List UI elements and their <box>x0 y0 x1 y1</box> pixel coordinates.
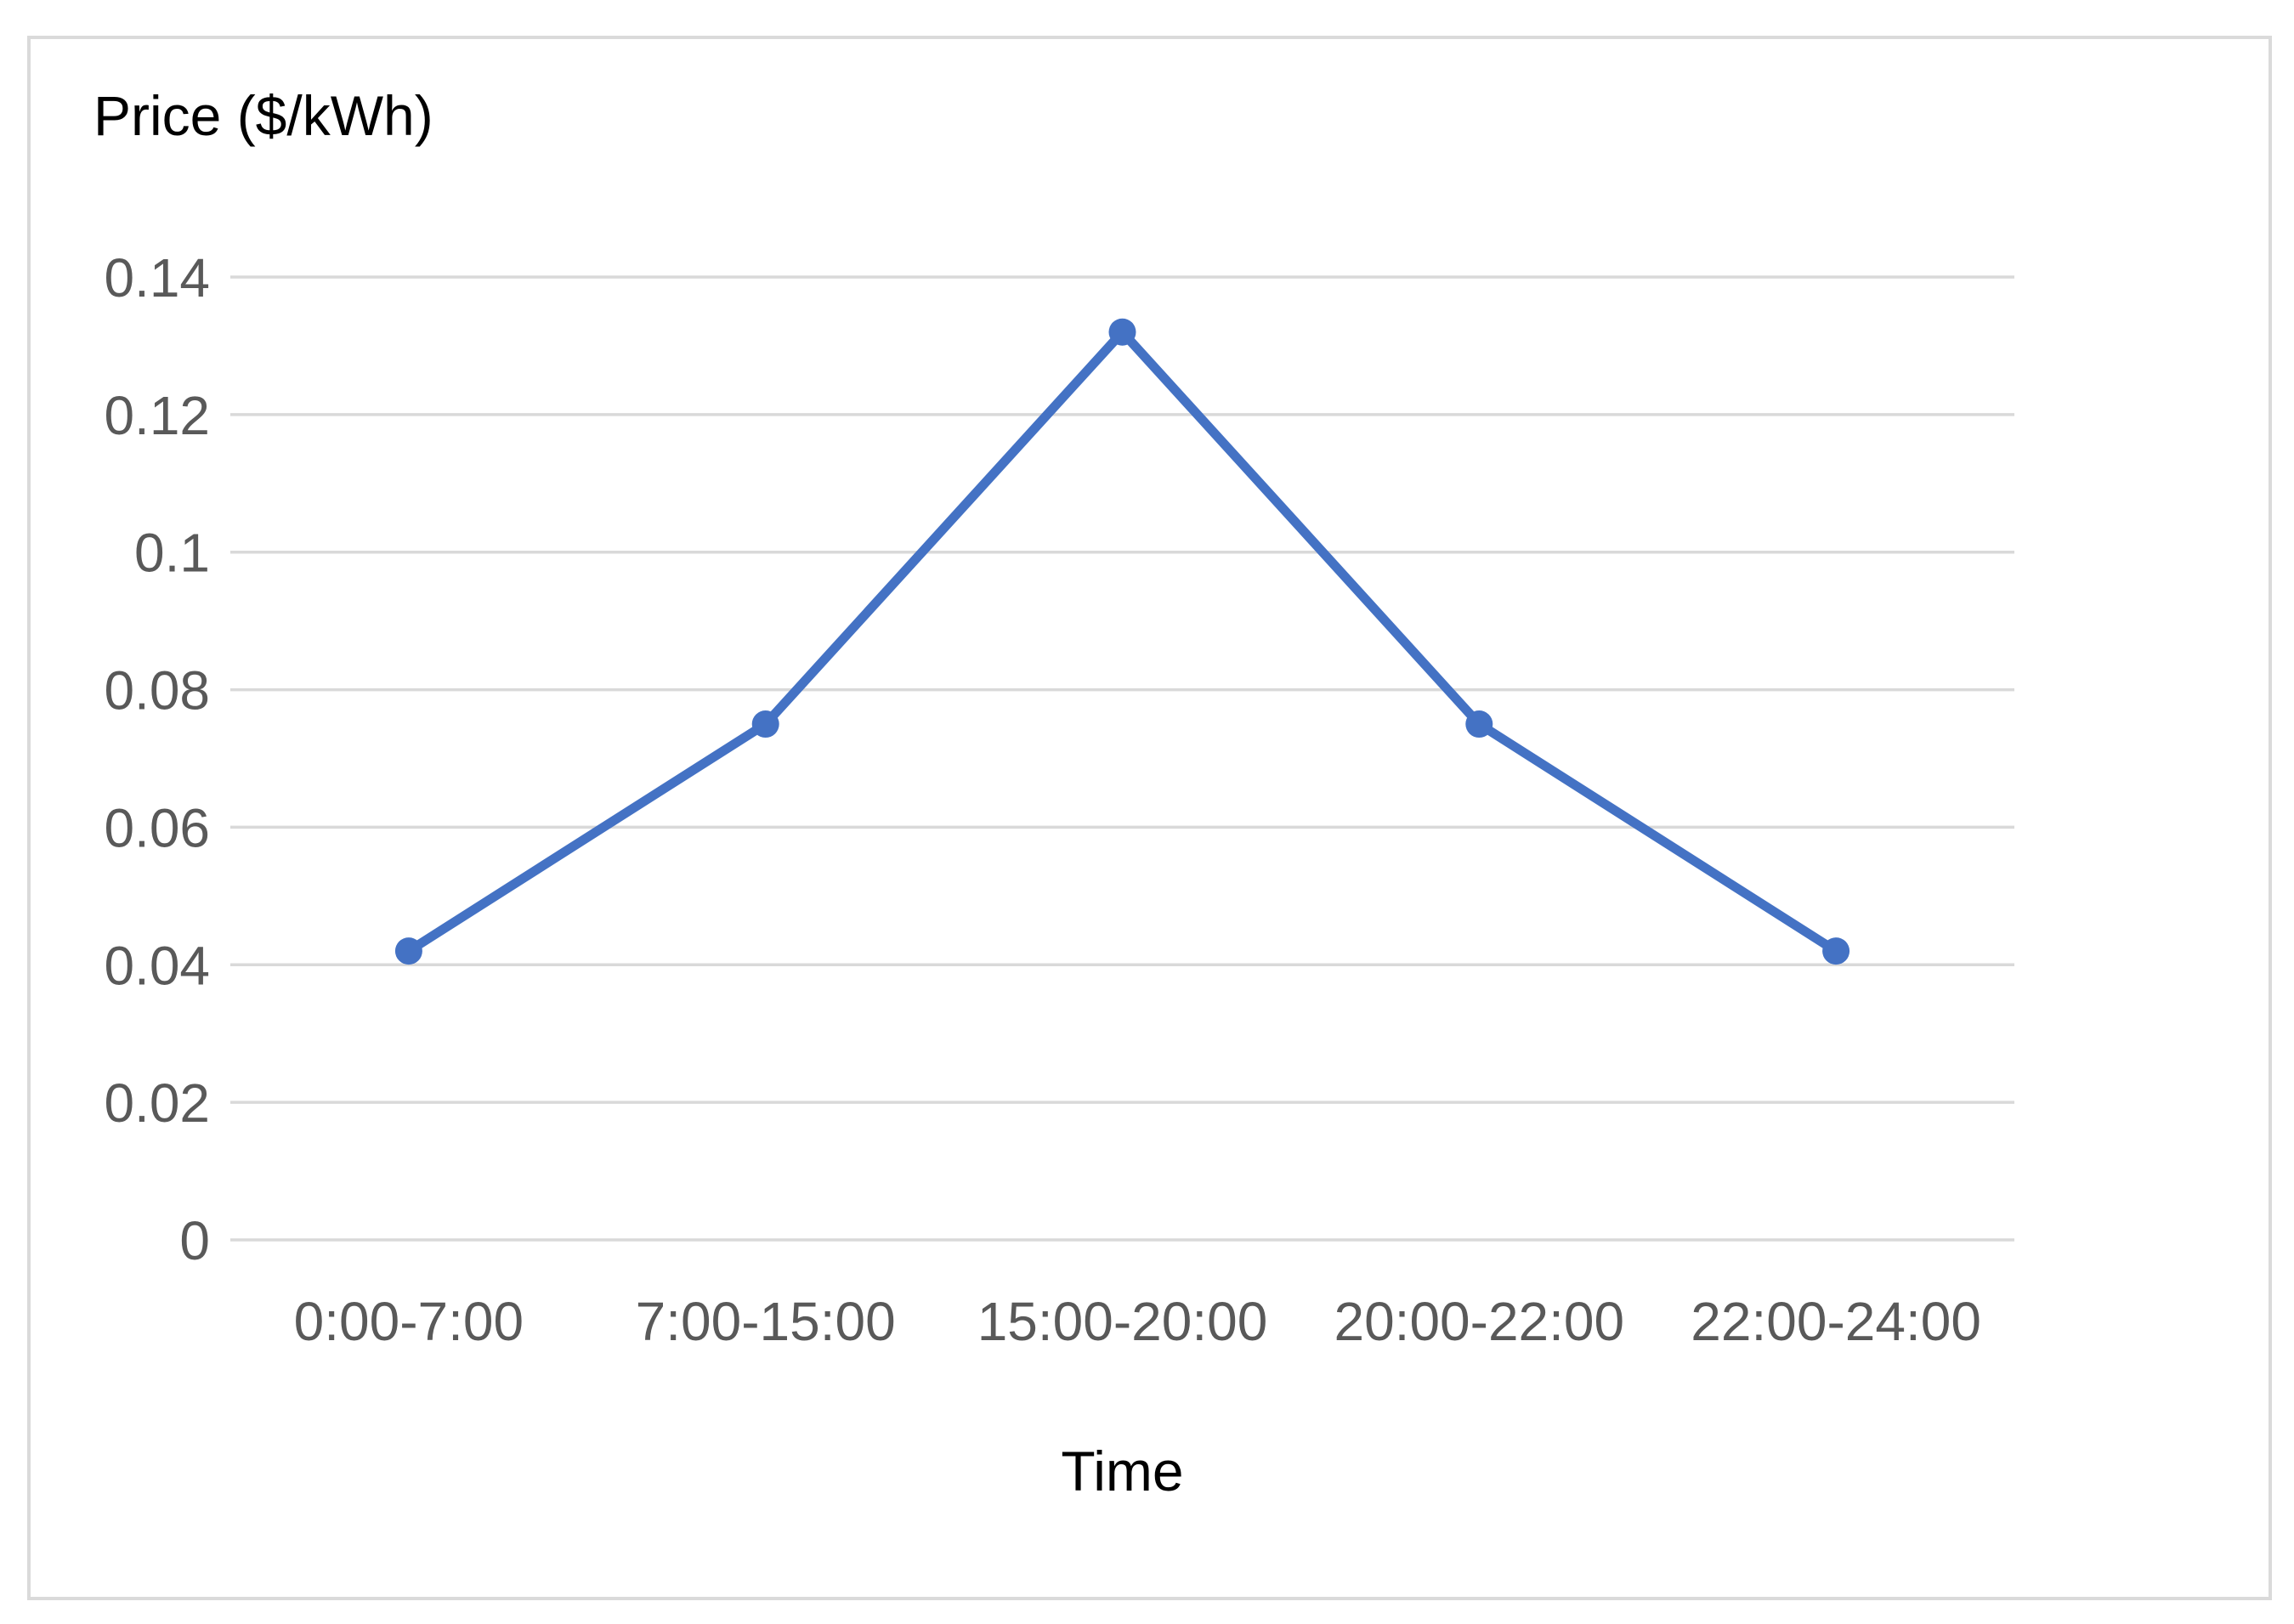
y-axis-tick-label: 0.14 <box>104 247 210 308</box>
y-axis-tick-label: 0.1 <box>134 523 210 584</box>
y-axis-tick-label: 0.08 <box>104 660 210 721</box>
chart-title: Price ($/kWh) <box>93 84 433 147</box>
data-point-marker <box>1822 937 1850 965</box>
y-axis-tick-label: 0.12 <box>104 385 210 446</box>
x-axis-tick-label: 20:00-22:00 <box>1334 1291 1624 1352</box>
x-axis-title: Time <box>1061 1440 1184 1502</box>
y-axis-tick-label: 0.02 <box>104 1072 210 1134</box>
x-axis-tick-label: 7:00-15:00 <box>636 1291 896 1352</box>
x-axis-tick-label: 22:00-24:00 <box>1691 1291 1981 1352</box>
chart-frame <box>27 36 2272 1600</box>
data-point-marker <box>1465 710 1493 738</box>
x-axis-tick-label: 0:00-7:00 <box>294 1291 524 1352</box>
data-point-marker <box>751 710 779 738</box>
data-point-marker <box>394 937 422 965</box>
price-series-line <box>404 327 1841 956</box>
y-axis-tick-label: 0.04 <box>104 935 210 996</box>
y-axis-tick-label: 0 <box>179 1210 210 1271</box>
y-axis-tick-label: 0.06 <box>104 797 210 858</box>
data-point-marker <box>1108 318 1136 346</box>
x-axis-tick-label: 15:00-20:00 <box>977 1291 1268 1352</box>
